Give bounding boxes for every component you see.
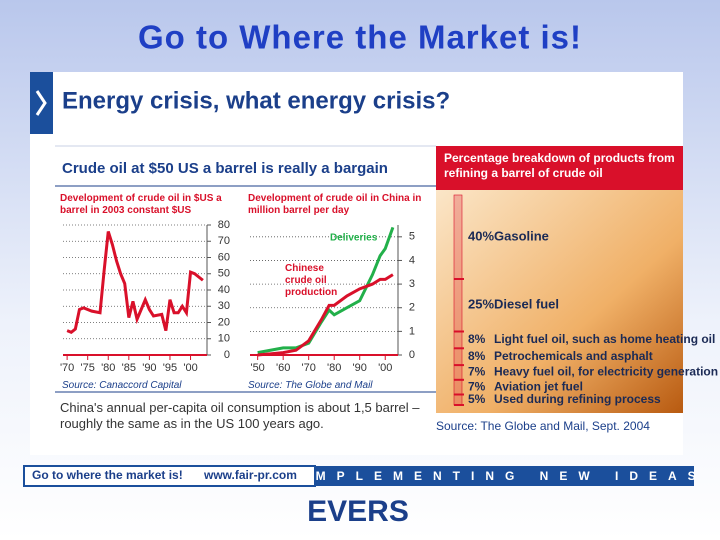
value-label: 8% <box>468 332 486 346</box>
category-label: Gasoline <box>494 228 549 243</box>
y-tick-label: 80 <box>218 219 230 231</box>
data-line <box>257 226 395 355</box>
data-line <box>257 273 394 357</box>
y-tick-label: 5 <box>409 231 415 243</box>
segment <box>453 278 463 332</box>
x-tick-label: '60 <box>276 362 290 374</box>
chart-title: Percentage breakdown of products from re… <box>444 151 675 180</box>
x-tick-label: '95 <box>163 362 177 374</box>
data-line <box>66 231 204 334</box>
x-tick-label: '75 <box>81 362 95 374</box>
y-tick-label: 4 <box>409 254 415 266</box>
chart-title: Development of crude oil in China in mil… <box>248 193 422 216</box>
category-label: Heavy fuel oil, for electricity generati… <box>494 365 718 379</box>
y-tick-label: 70 <box>218 235 230 247</box>
x-tick-label: '50 <box>250 362 264 374</box>
x-tick-label: '80 <box>101 362 115 374</box>
value-label: 7% <box>468 379 486 393</box>
footer-url: www.fair-pr.com <box>203 468 297 482</box>
chevron <box>35 90 47 116</box>
y-tick-label: 0 <box>409 349 415 361</box>
segment <box>453 364 463 381</box>
source: Source: The Globe and Mail, Sept. 2004 <box>436 419 650 433</box>
y-tick-label: 30 <box>218 300 230 312</box>
y-tick-label: 40 <box>218 284 230 296</box>
value-label: 40% <box>468 228 494 243</box>
x-tick-label: '90 <box>353 362 367 374</box>
note: China's annual per-capita oil consumptio… <box>60 400 420 431</box>
x-tick-label: '70 <box>302 362 316 374</box>
category-label: Petrochemicals and asphalt <box>494 349 653 363</box>
segment <box>453 347 463 366</box>
y-tick-label: 60 <box>218 251 230 263</box>
y-tick-label: 2 <box>409 302 415 314</box>
value-label: 25% <box>468 297 494 312</box>
y-tick-label: 0 <box>224 349 230 361</box>
segment <box>453 394 463 406</box>
x-tick-label: '70 <box>60 362 74 374</box>
subheading: Crude oil at $50 US a barrel is really a… <box>62 160 388 177</box>
oil-image <box>436 190 683 413</box>
logo: EVERS <box>307 495 409 528</box>
y-tick-label: 1 <box>409 325 415 337</box>
heading: Energy crisis, what energy crisis? <box>62 87 450 114</box>
y-tick-label: 10 <box>218 333 230 345</box>
segment <box>453 194 463 280</box>
category-label: Light fuel oil, such as home heating oil <box>494 332 715 346</box>
footer-bar <box>315 466 694 486</box>
value-label: 8% <box>468 349 486 363</box>
value-label: 5% <box>468 392 486 406</box>
footer-slogan: Go to where the market is! <box>32 468 183 482</box>
source: Source: Canaccord Capital <box>62 380 182 391</box>
category-label: Diesel fuel <box>494 297 559 312</box>
x-tick-label: '00 <box>183 362 197 374</box>
category-label: Used during refining process <box>494 392 661 406</box>
y-tick-label: 3 <box>409 278 415 290</box>
footer-tagline: IMPLEMENTING NEW IDEAS <box>301 469 706 483</box>
right-header <box>436 146 683 190</box>
y-tick-label: 50 <box>218 268 230 280</box>
x-tick-label: '85 <box>122 362 136 374</box>
segment <box>453 331 463 349</box>
value-label: 7% <box>468 365 486 379</box>
y-tick-label: 20 <box>218 316 230 328</box>
x-tick-label: '00 <box>378 362 392 374</box>
series-label: Deliveries <box>330 233 378 244</box>
series-label: Chinese crude oil production <box>285 263 337 298</box>
x-tick-label: '80 <box>327 362 341 374</box>
category-label: Aviation jet fuel <box>494 379 583 393</box>
chart-title: Development of crude oil in $US a barrel… <box>60 193 222 216</box>
slide-title: Go to Where the Market is! <box>138 19 582 56</box>
source: Source: The Globe and Mail <box>248 380 373 391</box>
tab <box>30 72 53 134</box>
segment <box>453 379 463 395</box>
x-tick-label: '90 <box>142 362 156 374</box>
